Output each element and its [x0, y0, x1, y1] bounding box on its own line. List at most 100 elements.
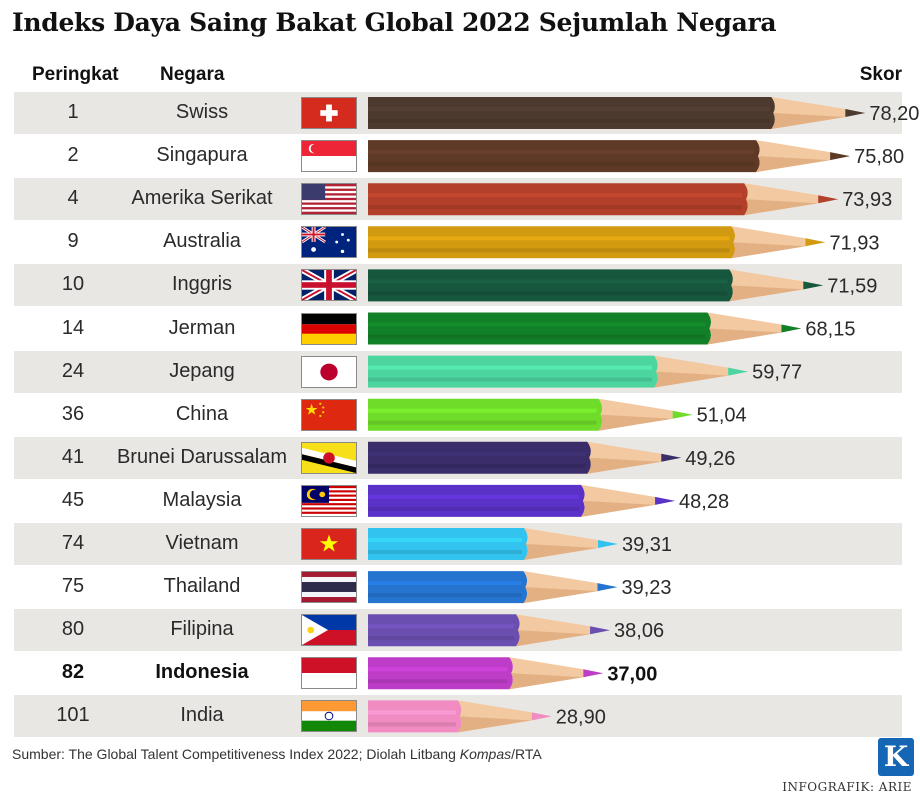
- pencil-wood-shade: [729, 285, 804, 302]
- rank-cell: 41: [61, 445, 85, 468]
- rank-cell: 80: [61, 618, 85, 641]
- uk-flag-icon: [301, 269, 357, 302]
- bar-highlight: [368, 193, 743, 198]
- rank-cell: 14: [61, 316, 85, 339]
- data-label: 48,28: [679, 491, 729, 513]
- pencil-wood-shade: [509, 673, 584, 690]
- country-cell: Australia: [163, 230, 241, 253]
- country-cell: China: [175, 402, 229, 425]
- data-label: 39,23: [622, 577, 672, 599]
- pencil-tip: [655, 496, 676, 505]
- bar-highlight: [368, 581, 522, 586]
- bar: [368, 312, 712, 345]
- data-label: 71,59: [827, 275, 877, 297]
- bar-shadow: [368, 291, 728, 296]
- bar-highlight: [368, 538, 523, 542]
- score-header: Skor: [859, 64, 902, 85]
- rank-cell: 10: [61, 273, 85, 296]
- bar: [368, 571, 528, 604]
- vietnam-flag-icon: [301, 528, 357, 560]
- rank-cell: 4: [67, 187, 79, 210]
- pencil-wood-shade: [731, 242, 806, 259]
- bar-highlight: [368, 667, 508, 672]
- pencil-tip: [583, 669, 604, 678]
- country-cell: Amerika Serikat: [131, 187, 273, 210]
- bar-highlight: [368, 494, 580, 499]
- pencil-tip: [672, 410, 693, 419]
- australia-flag-icon: [301, 226, 357, 259]
- pencil-wood-shade: [707, 328, 782, 345]
- pencil-tip: [830, 152, 851, 161]
- country-cell: Brunei Darussalam: [116, 445, 288, 468]
- bar-highlight: [368, 710, 456, 715]
- bar-shadow: [368, 506, 580, 511]
- bar-shadow: [368, 119, 770, 123]
- data-label: 49,26: [685, 448, 735, 470]
- bar-highlight: [368, 322, 706, 327]
- data-label: 51,04: [697, 405, 747, 427]
- brunei-flag-icon: [301, 441, 357, 474]
- country-cell: Thailand: [163, 575, 241, 598]
- bar: [368, 484, 585, 517]
- bar: [368, 226, 736, 259]
- bar-shadow: [368, 162, 755, 167]
- bar-highlight: [368, 408, 597, 413]
- pencil-wood-shade: [587, 457, 662, 474]
- pencil-tip: [661, 453, 682, 462]
- country-cell: Jerman: [168, 316, 236, 339]
- indonesia-flag-icon: [301, 657, 357, 690]
- pencil-tip: [845, 109, 866, 117]
- bar-highlight: [368, 624, 515, 629]
- data-label: 38,06: [614, 620, 664, 642]
- china-flag-icon: [301, 398, 357, 431]
- pencil-wood-shade: [524, 544, 599, 560]
- bar-shadow: [368, 420, 597, 425]
- data-label: 37,00: [607, 663, 657, 685]
- pencil-tip: [818, 195, 839, 204]
- india-flag-icon: [301, 700, 357, 733]
- data-label: 78,20: [869, 103, 919, 125]
- bar-shadow: [368, 722, 456, 727]
- country-cell: Inggris: [171, 273, 233, 296]
- bar-shadow: [368, 636, 515, 641]
- country-cell: Malaysia: [162, 488, 242, 511]
- rank-cell: 36: [61, 402, 85, 425]
- pencil-tip: [597, 583, 618, 592]
- data-label: 68,15: [805, 319, 855, 341]
- source-note: Sumber: The Global Talent Competitivenes…: [12, 746, 542, 762]
- pencil-wood-shade: [516, 630, 591, 647]
- malaysia-flag-icon: [301, 484, 357, 517]
- japan-flag-icon: [301, 355, 357, 388]
- bar: [368, 441, 591, 474]
- bar: [368, 97, 775, 129]
- rank-cell: 45: [61, 488, 85, 511]
- bar-highlight: [368, 365, 653, 370]
- data-label: 73,93: [842, 189, 892, 211]
- bar-highlight: [368, 150, 755, 155]
- bar-highlight: [368, 279, 728, 284]
- bar: [368, 140, 760, 173]
- country-cell: Singapura: [156, 144, 248, 167]
- pencil-wood-shade: [744, 199, 819, 216]
- bar: [368, 355, 658, 388]
- data-label: 71,93: [829, 232, 879, 254]
- germany-flag-icon: [301, 312, 357, 345]
- pencil-wood-shade: [598, 414, 673, 431]
- bar-shadow: [368, 550, 523, 554]
- pencil-tip: [803, 281, 824, 290]
- rank-cell: 2: [67, 144, 79, 167]
- pencil-wood-shade: [771, 113, 846, 129]
- country-header: Negara: [160, 64, 225, 85]
- country-cell: Jepang: [169, 359, 235, 382]
- rank-cell: 9: [67, 230, 79, 253]
- bar-shadow: [368, 593, 522, 598]
- bar: [368, 183, 748, 216]
- infographic-credit: INFOGRAFIK: ARIE: [782, 780, 912, 794]
- pencil-tip: [728, 367, 749, 376]
- rank-cell: 75: [61, 575, 85, 598]
- rank-header: Peringkat: [32, 64, 119, 85]
- rank-cell: 24: [61, 359, 85, 382]
- data-label: 28,90: [556, 706, 606, 728]
- pencil-tip: [805, 238, 826, 247]
